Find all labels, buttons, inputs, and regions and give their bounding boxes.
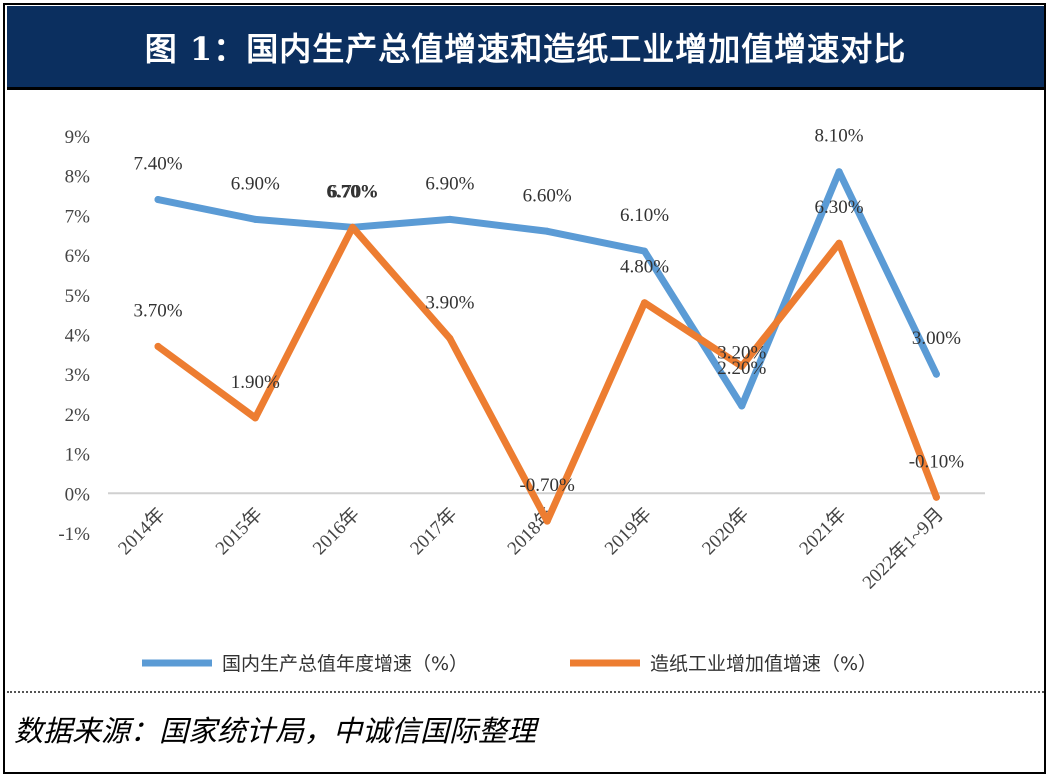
paper-point [543,517,551,525]
paper-data-label: 6.30% [815,197,864,218]
gdp-data-label: 2.20% [717,358,766,379]
gdp-data-label: 8.10% [815,126,864,147]
gdp-data-label: 6.10% [620,205,669,226]
paper-data-label: 4.80% [620,257,669,278]
paper-point [932,493,940,501]
paper-data-label: -0.70% [519,475,575,496]
paper-data-label: 3.70% [133,300,182,321]
y-tick-label: 1% [65,445,91,466]
y-tick-label: 7% [65,206,91,227]
gdp-data-label: 7.40% [133,154,182,175]
gdp-point [446,215,454,223]
gdp-point [251,215,259,223]
x-tick-label: 2016年 [308,503,364,559]
gdp-data-label: 6.90% [425,173,474,194]
source-note: 数据来源：国家统计局，中诚信国际整理 [14,714,537,748]
paper-point [738,362,746,370]
gdp-data-label: 6.60% [523,185,572,206]
y-tick-label: 5% [65,286,91,307]
paper-point [641,299,648,307]
chart-title: 图 1：国内生产总值增速和造纸工业增加值增速对比 [144,29,907,68]
divider [7,691,1044,693]
gdp-point [932,370,940,378]
x-tick-label: 2021年 [795,503,851,559]
figure-frame [3,3,1046,774]
y-tick-label: -1% [58,524,90,545]
legend-paper-label: 造纸工业增加值增速（%） [650,653,877,675]
paper-point [154,342,162,350]
paper-point [446,334,454,342]
x-tick-label: 2017年 [406,503,462,559]
paper-point [835,239,843,247]
y-tick-label: 3% [65,365,91,386]
y-tick-label: 0% [65,484,91,505]
paper-data-label: 3.90% [425,292,474,313]
paper-data-label: 3.20% [717,342,766,363]
y-tick-label: 9% [65,127,91,148]
x-tick-label: 2019年 [600,503,656,559]
y-tick-label: 8% [65,167,91,188]
y-tick-label: 4% [65,326,91,347]
paper-data-label: 6.70% [328,181,377,202]
gdp-point [641,247,648,255]
title-bar: 图 1：国内生产总值增速和造纸工业增加值增速对比 [7,6,1044,90]
legend-gdp-label: 国内生产总值年度增速（%） [222,653,468,675]
gdp-point [543,227,551,235]
gdp-point [738,402,746,410]
gdp-data-label: 6.70% [326,181,378,202]
y-tick-label: 2% [65,405,91,426]
gdp-data-label: 6.90% [231,173,280,194]
x-tick-label: 2014年 [114,503,170,559]
x-tick-label: 2015年 [211,503,267,559]
x-tick-label: 2020年 [697,503,753,559]
gdp-point [835,168,843,176]
gdp-data-label: 3.00% [912,328,961,349]
paper-data-label: 1.90% [231,372,280,393]
gdp-point [154,196,162,204]
paper-data-label: -0.10% [909,451,965,472]
x-tick-label: 2022年1~9月 [858,503,948,593]
paper-point [251,414,259,422]
paper-point [349,223,357,231]
y-tick-label: 6% [65,246,91,267]
